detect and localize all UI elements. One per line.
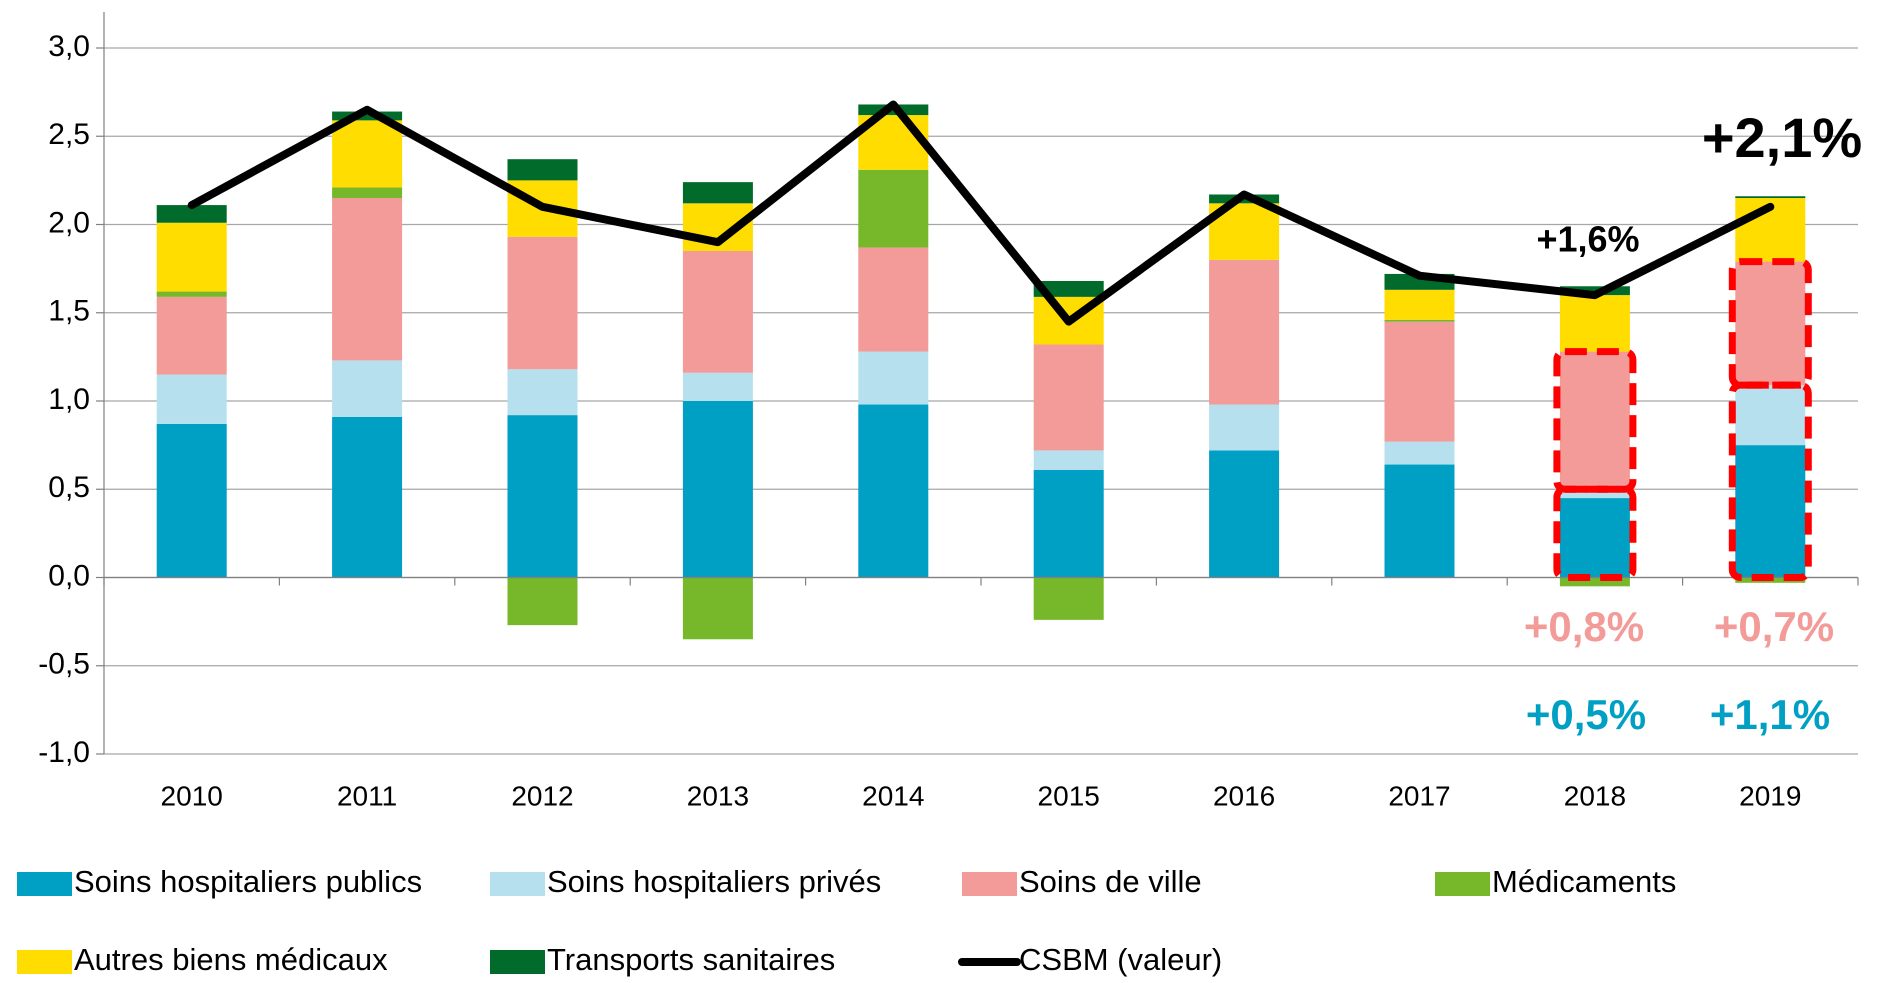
x-tick-label: 2010 <box>161 780 223 811</box>
annotation: +0,8% <box>1524 603 1644 650</box>
bar-segment <box>156 296 227 375</box>
y-tick-label: 2,5 <box>48 118 90 151</box>
bar-segment <box>858 247 929 352</box>
legend-label: Autres biens médicaux <box>74 942 388 977</box>
bar-segment <box>1559 489 1630 499</box>
y-tick-label: -1,0 <box>38 736 90 769</box>
bar-segment <box>1735 196 1806 199</box>
bar-segment <box>1384 464 1455 578</box>
bar-segment <box>332 111 403 121</box>
bar-segment <box>507 415 578 578</box>
bar-segment <box>156 423 227 578</box>
bar-segment <box>1559 351 1630 490</box>
bar-segment <box>1033 469 1104 578</box>
bar-segment <box>332 120 403 188</box>
bar-segment <box>507 159 578 181</box>
bar-segment <box>1209 259 1280 405</box>
legend-label: Médicaments <box>1492 864 1676 899</box>
bar-segment <box>1033 450 1104 470</box>
x-tick-label: 2011 <box>337 780 397 811</box>
bar-segment <box>1559 498 1630 578</box>
bar-segment <box>1559 295 1630 352</box>
bar-segment <box>858 351 929 405</box>
annotation: +1,6% <box>1536 219 1639 260</box>
bar-segment <box>1033 280 1104 297</box>
bar-segment <box>1384 319 1455 322</box>
bar-segment <box>1033 577 1104 620</box>
bar-segment <box>1033 344 1104 451</box>
bar-segment <box>1384 321 1455 442</box>
x-tick-label: 2014 <box>862 780 924 811</box>
bar-segment <box>682 401 753 578</box>
bar-segment <box>1209 404 1280 451</box>
x-tick-label: 2019 <box>1739 780 1801 811</box>
y-tick-label: 0,5 <box>48 471 90 504</box>
bar-segment <box>156 374 227 424</box>
x-tick-label: 2013 <box>687 780 749 811</box>
annotation: +1,1% <box>1710 691 1830 738</box>
x-tick-label: 2017 <box>1388 780 1450 811</box>
legend-label: Soins de ville <box>1019 864 1202 899</box>
highlight-box <box>1728 381 1812 581</box>
bar-segment <box>858 169 929 248</box>
bar-segment <box>858 404 929 578</box>
bar-segment <box>332 198 403 361</box>
bar-segment <box>1735 385 1806 446</box>
bar-segment <box>1384 289 1455 320</box>
bar-segment <box>1384 441 1455 465</box>
annotation: +0,7% <box>1714 603 1834 650</box>
legend-swatch <box>490 872 545 896</box>
bar-segment <box>1559 577 1630 587</box>
bar-segment <box>682 372 753 401</box>
y-tick-label: 0,0 <box>48 559 90 592</box>
bar-segment <box>682 182 753 204</box>
y-tick-label: 1,5 <box>48 295 90 328</box>
bar-segment <box>682 577 753 640</box>
bar-segment <box>1735 261 1806 386</box>
legend-swatch <box>17 872 72 896</box>
highlight-box <box>1553 485 1637 581</box>
bar-segment <box>507 577 578 626</box>
x-tick-label: 2012 <box>511 780 573 811</box>
bar-segment <box>1209 450 1280 578</box>
legend-swatch <box>962 872 1017 896</box>
x-tick-label: 2018 <box>1564 780 1626 811</box>
bar-segment <box>507 236 578 370</box>
legend-swatch <box>1435 872 1490 896</box>
line-series <box>187 100 1775 326</box>
legend-swatch <box>490 950 545 974</box>
legend-swatch <box>17 950 72 974</box>
bar-segment <box>156 291 227 297</box>
legend-label: Soins hospitaliers publics <box>74 864 422 899</box>
x-tick-label: 2015 <box>1038 780 1100 811</box>
y-tick-label: 2,0 <box>48 206 90 239</box>
bar-segment <box>332 416 403 578</box>
x-tick-label: 2016 <box>1213 780 1275 811</box>
legend-label: Transports sanitaires <box>547 942 835 977</box>
legend-label: Soins hospitaliers privés <box>547 864 881 899</box>
bar-segment <box>332 360 403 417</box>
bar-segment <box>682 250 753 373</box>
y-tick-label: 1,0 <box>48 383 90 416</box>
y-tick-label: -0,5 <box>38 648 90 681</box>
annotation: +2,1% <box>1702 106 1862 169</box>
bar-segment <box>1735 445 1806 578</box>
legend-label: CSBM (valeur) <box>1019 942 1222 977</box>
bar-segment <box>507 369 578 416</box>
bar-segment <box>156 222 227 292</box>
highlight-box <box>1553 348 1637 493</box>
annotation: +0,5% <box>1526 691 1646 738</box>
bar-segment <box>332 187 403 199</box>
bar-segment <box>156 205 227 223</box>
y-tick-label: 3,0 <box>48 30 90 63</box>
